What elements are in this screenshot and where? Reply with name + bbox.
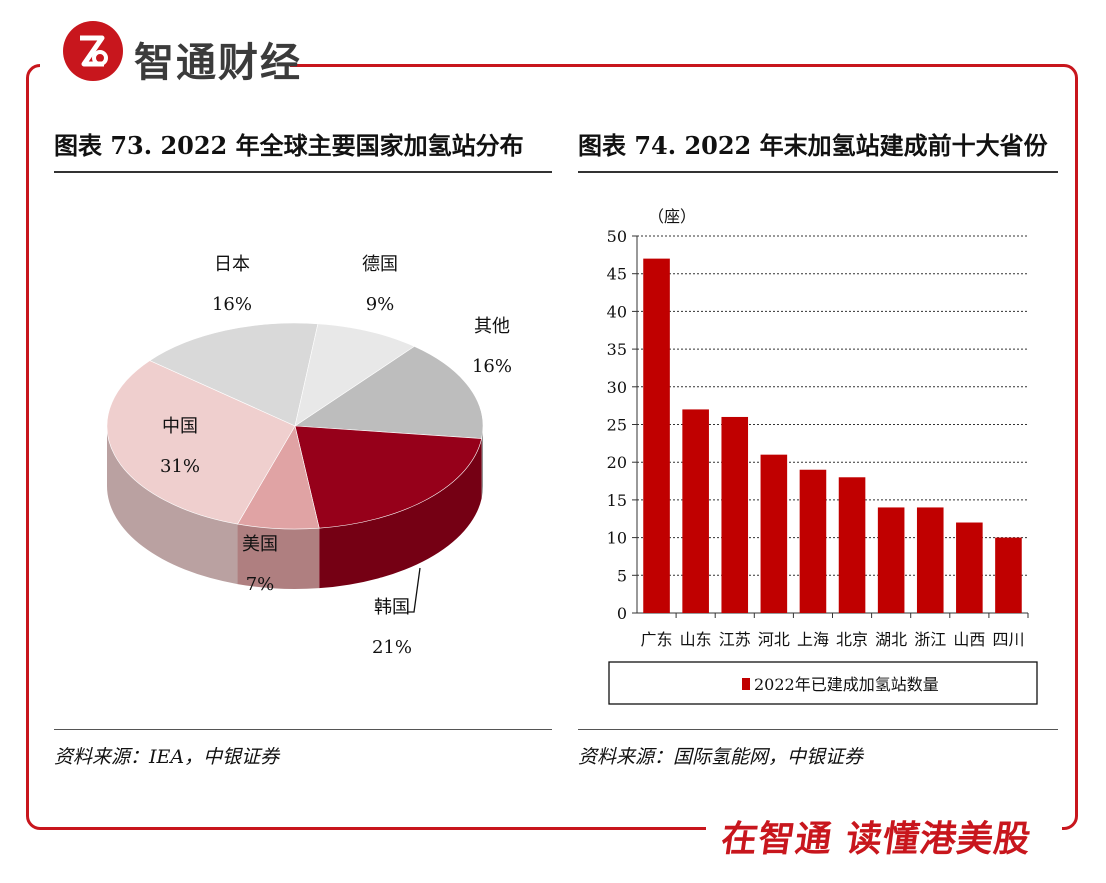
x-tick-label-5: 北京	[836, 630, 868, 649]
pie-label-5: 中国	[162, 416, 198, 437]
pie-leader-line	[408, 567, 421, 613]
y-tick-label-5: 25	[607, 416, 627, 435]
x-tick-label-4: 上海	[797, 630, 829, 649]
pie-chart-title: 图表 73. 2022 年全球主要国家加氢站分布	[54, 131, 524, 160]
pie-slice-0	[149, 322, 319, 427]
bar-6	[877, 507, 905, 613]
pie-label-4: 美国	[242, 534, 278, 555]
y-tick-label-9: 45	[607, 265, 627, 284]
y-tick-label-3: 15	[607, 491, 627, 510]
bar-5	[838, 477, 866, 613]
pie-side-2	[481, 426, 483, 499]
y-tick-label-1: 5	[617, 566, 627, 585]
x-tick-label-8: 山西	[953, 630, 985, 649]
bar-1	[682, 409, 709, 613]
pie-slice-3	[294, 425, 482, 529]
legend-swatch	[742, 678, 750, 690]
pie-slice-5	[106, 360, 296, 525]
pie-slice-1	[294, 323, 415, 427]
y-tick-label-6: 30	[607, 378, 627, 397]
y-tick-label-4: 20	[607, 453, 627, 472]
x-tick-label-2: 江苏	[719, 630, 751, 649]
x-tick-label-0: 广东	[641, 630, 673, 649]
footer-slogan: 在智通 读懂港美股	[718, 819, 1034, 860]
y-tick-label-7: 35	[607, 340, 627, 359]
y-tick-label-10: 50	[607, 227, 627, 246]
pie-chart-source: 资料来源：IEA，中银证券	[54, 746, 280, 768]
bar-8	[956, 522, 983, 613]
x-tick-label-1: 山东	[680, 630, 712, 649]
pie-value-3: 21%	[372, 637, 412, 658]
pie-side-4	[237, 524, 320, 589]
pie-value-1: 9%	[366, 294, 395, 315]
x-tick-label-3: 河北	[758, 630, 790, 649]
legend-label: 2022年已建成加氢站数量	[754, 675, 939, 694]
brand-name: 智通财经	[134, 40, 302, 86]
bar-3	[760, 454, 788, 613]
bar-0	[643, 258, 670, 613]
pie-slice-2	[294, 346, 484, 439]
report-frame	[26, 64, 1078, 830]
pie-value-5: 31%	[160, 456, 200, 477]
bar-2	[721, 416, 749, 613]
pie-side-3	[319, 438, 482, 589]
x-tick-label-6: 湖北	[875, 630, 907, 649]
pie-value-2: 16%	[472, 356, 512, 377]
y-tick-label-8: 40	[607, 302, 627, 321]
pie-value-0: 16%	[212, 294, 252, 315]
zhitong-logo-icon	[63, 21, 123, 81]
legend-box	[608, 661, 1038, 705]
pie-side-5	[107, 426, 238, 585]
pie-label-0: 日本	[214, 254, 250, 275]
y-tick-label-2: 10	[607, 529, 627, 548]
y-tick-label-0: 0	[617, 604, 627, 623]
pie-value-4: 7%	[246, 574, 275, 595]
y-unit-label: （座）	[648, 207, 696, 226]
bar-7	[916, 507, 944, 613]
pie-label-3: 韩国	[374, 597, 410, 618]
x-tick-label-9: 四川	[992, 630, 1024, 649]
pie-label-2: 其他	[474, 316, 510, 337]
pie-label-1: 德国	[362, 254, 398, 275]
bar-chart-title: 图表 74. 2022 年末加氢站建成前十大省份	[578, 131, 1048, 160]
bar-4	[799, 469, 827, 613]
x-tick-label-7: 浙江	[914, 630, 946, 649]
bar-chart-source: 资料来源：国际氢能网，中银证券	[578, 746, 864, 768]
bar-9	[995, 537, 1022, 613]
